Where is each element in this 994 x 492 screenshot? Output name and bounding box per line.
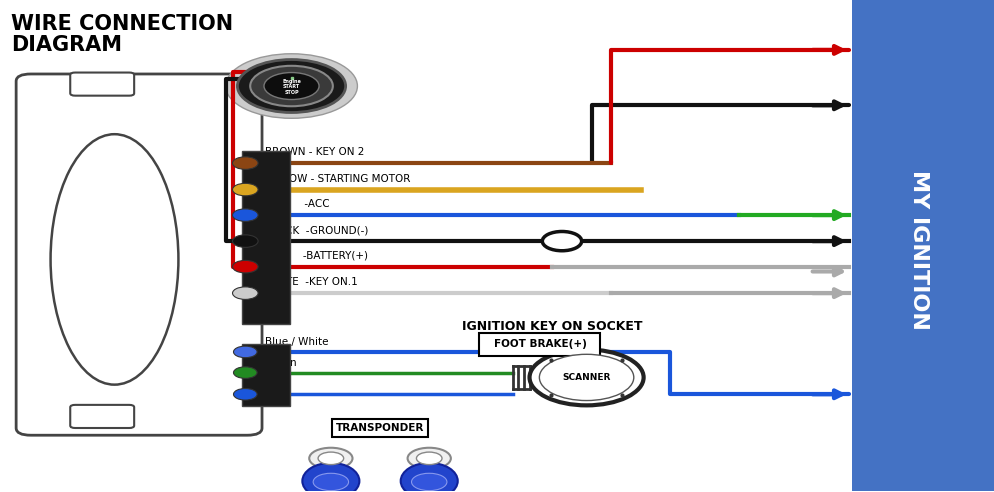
Text: MY IGNITION: MY IGNITION <box>909 170 928 330</box>
Circle shape <box>250 66 333 106</box>
Circle shape <box>264 72 319 99</box>
Circle shape <box>309 448 353 469</box>
Circle shape <box>226 54 358 118</box>
FancyBboxPatch shape <box>243 151 289 324</box>
Text: FOOT BRAKE(+): FOOT BRAKE(+) <box>494 339 586 349</box>
Circle shape <box>318 452 344 464</box>
Circle shape <box>543 231 581 251</box>
Ellipse shape <box>51 134 178 385</box>
Text: BROWN - KEY ON 2: BROWN - KEY ON 2 <box>265 147 365 157</box>
Text: WHITE  -KEY ON.1: WHITE -KEY ON.1 <box>265 277 358 287</box>
Circle shape <box>234 346 257 358</box>
Circle shape <box>234 367 257 378</box>
Text: BLUE    -ACC: BLUE -ACC <box>265 199 330 209</box>
Text: YELLOW - STARTING MOTOR: YELLOW - STARTING MOTOR <box>265 174 411 184</box>
Text: Green: Green <box>265 358 296 368</box>
Ellipse shape <box>302 463 360 492</box>
Circle shape <box>233 235 258 247</box>
Circle shape <box>313 473 349 491</box>
FancyBboxPatch shape <box>852 0 994 491</box>
Circle shape <box>233 184 258 196</box>
Text: BLACK  -GROUND(-): BLACK -GROUND(-) <box>265 225 369 235</box>
Circle shape <box>540 354 634 400</box>
FancyBboxPatch shape <box>479 333 600 356</box>
Text: SCANNER: SCANNER <box>563 373 610 382</box>
Text: RED     -BATTERY(+): RED -BATTERY(+) <box>265 251 368 261</box>
FancyBboxPatch shape <box>71 405 134 428</box>
Circle shape <box>530 349 644 405</box>
Text: WIRE CONNECTION
DIAGRAM: WIRE CONNECTION DIAGRAM <box>11 14 234 56</box>
Circle shape <box>233 287 258 300</box>
Circle shape <box>233 260 258 273</box>
Circle shape <box>234 389 257 400</box>
Ellipse shape <box>401 463 458 492</box>
FancyBboxPatch shape <box>71 72 134 95</box>
Text: IGNITION KEY ON SOCKET: IGNITION KEY ON SOCKET <box>462 320 642 334</box>
FancyBboxPatch shape <box>243 344 289 406</box>
Circle shape <box>412 473 447 491</box>
Text: Engine
START
STOP: Engine START STOP <box>282 79 301 95</box>
FancyBboxPatch shape <box>16 74 262 435</box>
Circle shape <box>408 448 451 469</box>
Text: Blue / White: Blue / White <box>265 337 328 347</box>
Text: TRANSPONDER: TRANSPONDER <box>336 423 424 433</box>
Circle shape <box>233 157 258 169</box>
Circle shape <box>233 209 258 221</box>
Text: Blue: Blue <box>265 379 288 390</box>
Circle shape <box>416 452 442 464</box>
Circle shape <box>238 60 346 113</box>
